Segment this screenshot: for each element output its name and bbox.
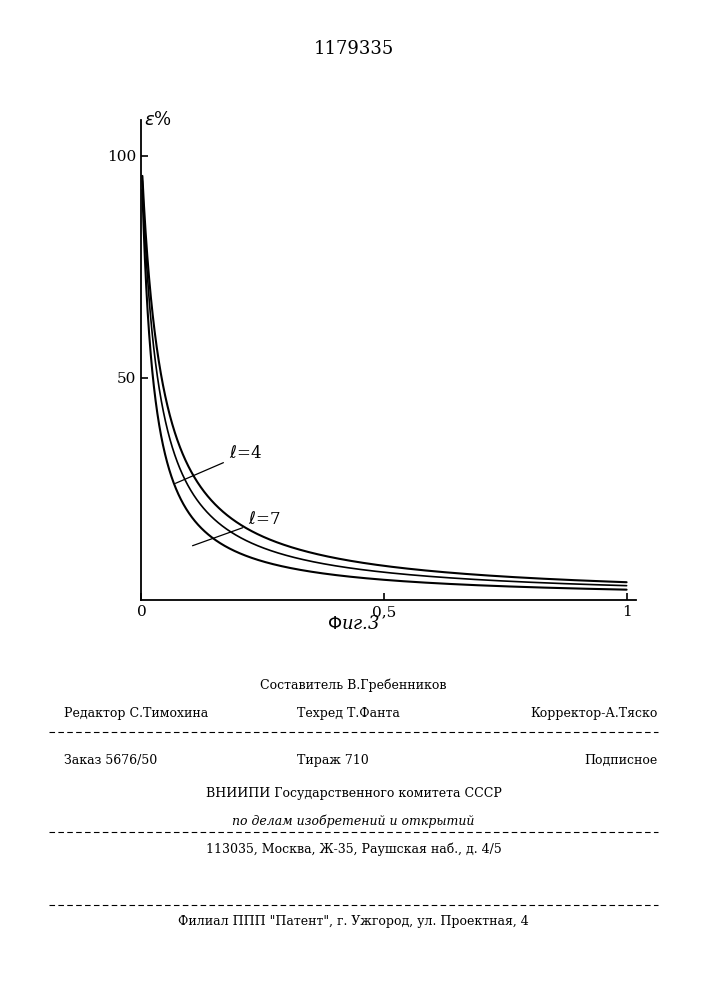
Text: по делам изобретений и открытий: по делам изобретений и открытий xyxy=(233,815,474,828)
Text: Редактор С.Тимохина: Редактор С.Тимохина xyxy=(64,707,208,720)
Text: $\ell$=4: $\ell$=4 xyxy=(175,445,262,483)
Text: $\ell$=7: $\ell$=7 xyxy=(192,511,281,546)
Text: Подписное: Подписное xyxy=(584,754,658,767)
Text: Техред Т.Фанта: Техред Т.Фанта xyxy=(297,707,400,720)
Text: Филиал ППП "Патент", г. Ужгород, ул. Проектная, 4: Филиал ППП "Патент", г. Ужгород, ул. Про… xyxy=(178,915,529,928)
Text: $\varepsilon$%: $\varepsilon$% xyxy=(144,111,172,129)
Text: Корректор-А.Тяско: Корректор-А.Тяско xyxy=(530,707,658,720)
Text: ВНИИПИ Государственного комитета СССР: ВНИИПИ Государственного комитета СССР xyxy=(206,787,501,800)
Text: $\Phi$иг.3: $\Phi$иг.3 xyxy=(327,615,380,633)
Text: Заказ 5676/50: Заказ 5676/50 xyxy=(64,754,157,767)
Text: Составитель В.Гребенников: Составитель В.Гребенников xyxy=(260,678,447,692)
Text: 1179335: 1179335 xyxy=(313,40,394,58)
Text: 113035, Москва, Ж-35, Раушская наб., д. 4/5: 113035, Москва, Ж-35, Раушская наб., д. … xyxy=(206,843,501,856)
Text: Тираж 710: Тираж 710 xyxy=(297,754,368,767)
